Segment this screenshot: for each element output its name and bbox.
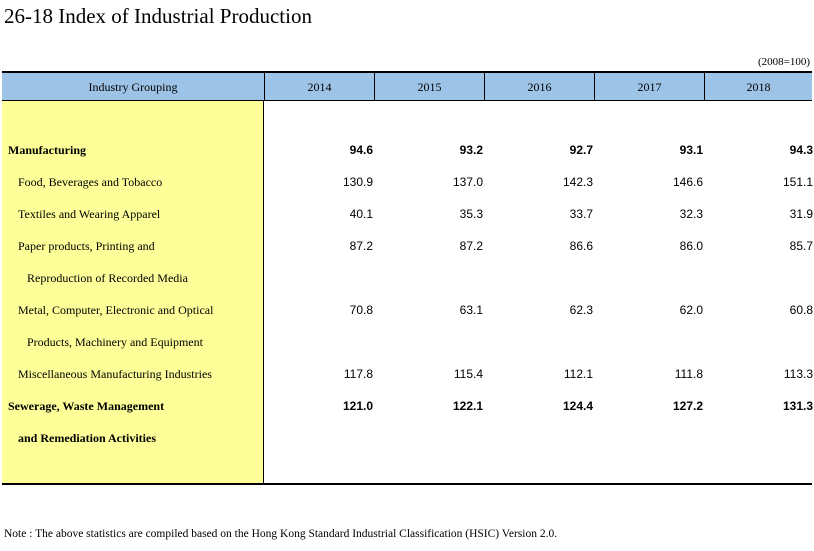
value-cell: 93.2 [459,143,483,157]
label-column-background [2,101,264,483]
page-title: 26-18 Index of Industrial Production [4,4,312,28]
table-row: Textiles and Wearing Apparel 40.1 35.3 33.7… [2,198,813,230]
value-cell: 115.4 [453,367,483,381]
row-label: Manufacturing [8,143,86,157]
header-year: 2018 [704,73,812,101]
value-cell: 35.3 [459,207,483,221]
table-body: Manufacturing 94.6 93.2 92.7 93.1 94.3 Food, B… [2,101,813,485]
row-label: and Remediation Activities [18,431,156,445]
table-row: Products, Machinery and Equipment [2,326,812,358]
table-row: Metal, Computer, Electronic and Optical 7… [2,294,813,326]
value-cell: 63.1 [459,303,483,317]
header-year: 2016 [484,73,594,101]
row-label: Textiles and Wearing Apparel [18,207,161,221]
value-cell: 85.7 [789,239,813,253]
base-year-note: (2008=100) [757,56,810,68]
value-cell: 117.8 [343,367,373,381]
value-cell: 112.1 [563,367,593,381]
table-row: Food, Beverages and Tobacco 130.9 137.0 142… [2,166,813,198]
value-cell: 86.6 [569,239,593,253]
value-cell: 87.2 [349,239,373,253]
value-cell: 32.3 [679,207,703,221]
value-cell: 62.3 [569,303,593,317]
value-cell: 121.0 [342,399,373,413]
value-cell: 124.4 [562,399,593,413]
row-label: Metal, Computer, Electronic and Optical [18,303,214,317]
row-label: Food, Beverages and Tobacco [18,175,163,189]
value-cell: 92.7 [569,143,593,157]
header-year: 2015 [374,73,484,101]
table-row: and Remediation Activities [2,422,812,454]
value-cell: 87.2 [459,239,483,253]
row-label: Products, Machinery and Equipment [27,335,203,349]
value-cell: 40.1 [349,207,373,221]
header-year: 2017 [594,73,704,101]
value-cell: 130.9 [342,175,373,189]
row-label: Paper products, Printing and [18,239,155,253]
table-row: Miscellaneous Manufacturing Industries 11… [2,358,813,390]
row-label: Sewerage, Waste Management [8,399,165,413]
value-cell: 151.1 [782,175,813,189]
value-cell: 127.2 [672,399,703,413]
value-cell: 94.3 [789,143,813,157]
value-cell: 137.0 [452,175,483,189]
value-cell: 142.3 [562,175,593,189]
header-year: 2014 [264,73,374,101]
value-cell: 131.3 [782,399,813,413]
table-row: Reproduction of Recorded Media [2,262,812,294]
footnote: Note : The above statistics are compiled… [4,528,558,540]
table-row: Manufacturing 94.6 93.2 92.7 93.1 94.3 [2,134,813,166]
table-row: Sewerage, Waste Management 121.0 122.1 124.… [2,390,813,422]
row-label: Miscellaneous Manufacturing Industries [18,367,212,381]
header-industry-grouping: Industry Grouping [88,80,178,94]
value-cell: 93.1 [679,143,703,157]
value-cell: 31.9 [789,207,813,221]
value-cell: 94.6 [349,143,373,157]
table-header: Industry Grouping 2014 2015 2016 2017 20… [2,71,812,101]
data-table: Industry Grouping 2014 2015 2016 2017 20… [2,71,813,485]
value-cell: 146.6 [672,175,703,189]
table-row: Paper products, Printing and 87.2 87.2 86.6… [2,230,813,262]
value-cell: 113.3 [783,367,813,381]
value-cell: 62.0 [679,303,703,317]
value-cell: 60.8 [789,303,813,317]
value-cell: 33.7 [569,207,593,221]
value-cell: 122.1 [452,399,483,413]
value-cell: 86.0 [679,239,703,253]
value-cell: 70.8 [349,303,373,317]
row-label: Reproduction of Recorded Media [27,271,188,285]
value-cell: 111.8 [674,367,703,381]
